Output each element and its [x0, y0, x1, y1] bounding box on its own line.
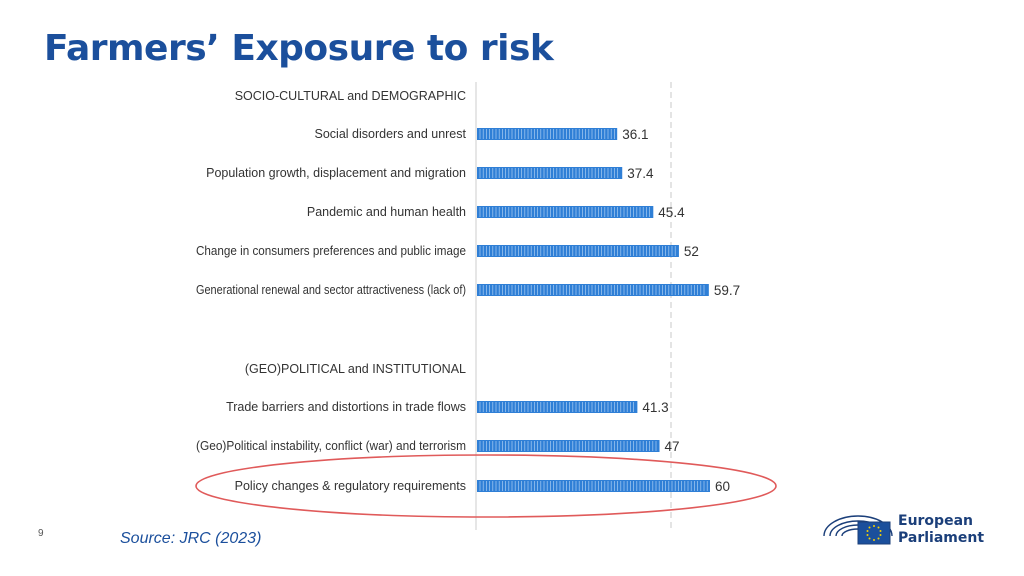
- page-number: 9: [38, 528, 44, 539]
- data-label: 37.4: [627, 166, 654, 181]
- category-label: Policy changes & regulatory requirements: [235, 479, 466, 493]
- bar-1: [477, 167, 623, 179]
- data-label: 45.4: [658, 205, 685, 220]
- category-label: Social disorders and unrest: [315, 127, 467, 141]
- source-note: Source: JRC (2023): [120, 530, 262, 547]
- european-parliament-logo: [823, 515, 893, 545]
- category-label: Change in consumers preferences and publ…: [196, 244, 466, 258]
- data-label: 47: [665, 439, 680, 454]
- data-label: 52: [684, 244, 699, 259]
- category-label: (Geo)Political instability, conflict (wa…: [196, 439, 466, 453]
- data-label: 36.1: [622, 127, 648, 142]
- bar-3: [477, 245, 679, 257]
- logo-line-european: European: [898, 513, 973, 529]
- eu-stars-icon: [866, 525, 882, 541]
- category-label: Generational renewal and sector attracti…: [196, 283, 466, 297]
- bar-2: [477, 206, 654, 218]
- highlight-ellipse: [195, 454, 777, 518]
- logo-line-parliament: Parliament: [898, 530, 985, 546]
- bar-4: [477, 284, 709, 296]
- logo-wordmark: European Parliament: [898, 513, 984, 547]
- bar-7: [477, 480, 710, 492]
- bar-5: [477, 401, 638, 413]
- category-label: Pandemic and human health: [307, 205, 466, 219]
- data-label: 59.7: [714, 283, 740, 298]
- page-title: Farmers’ Exposure to risk: [44, 28, 554, 69]
- category-label: Trade barriers and distortions in trade …: [226, 400, 466, 414]
- data-label: 41.3: [642, 400, 668, 415]
- data-label: 60: [715, 479, 730, 494]
- eu-flag-icon: [857, 521, 891, 545]
- group-heading: SOCIO-CULTURAL and DEMOGRAPHIC: [235, 89, 466, 103]
- bar-6: [477, 440, 660, 452]
- group-heading: (GEO)POLITICAL and INSTITUTIONAL: [245, 362, 466, 376]
- category-label: Population growth, displacement and migr…: [206, 166, 466, 180]
